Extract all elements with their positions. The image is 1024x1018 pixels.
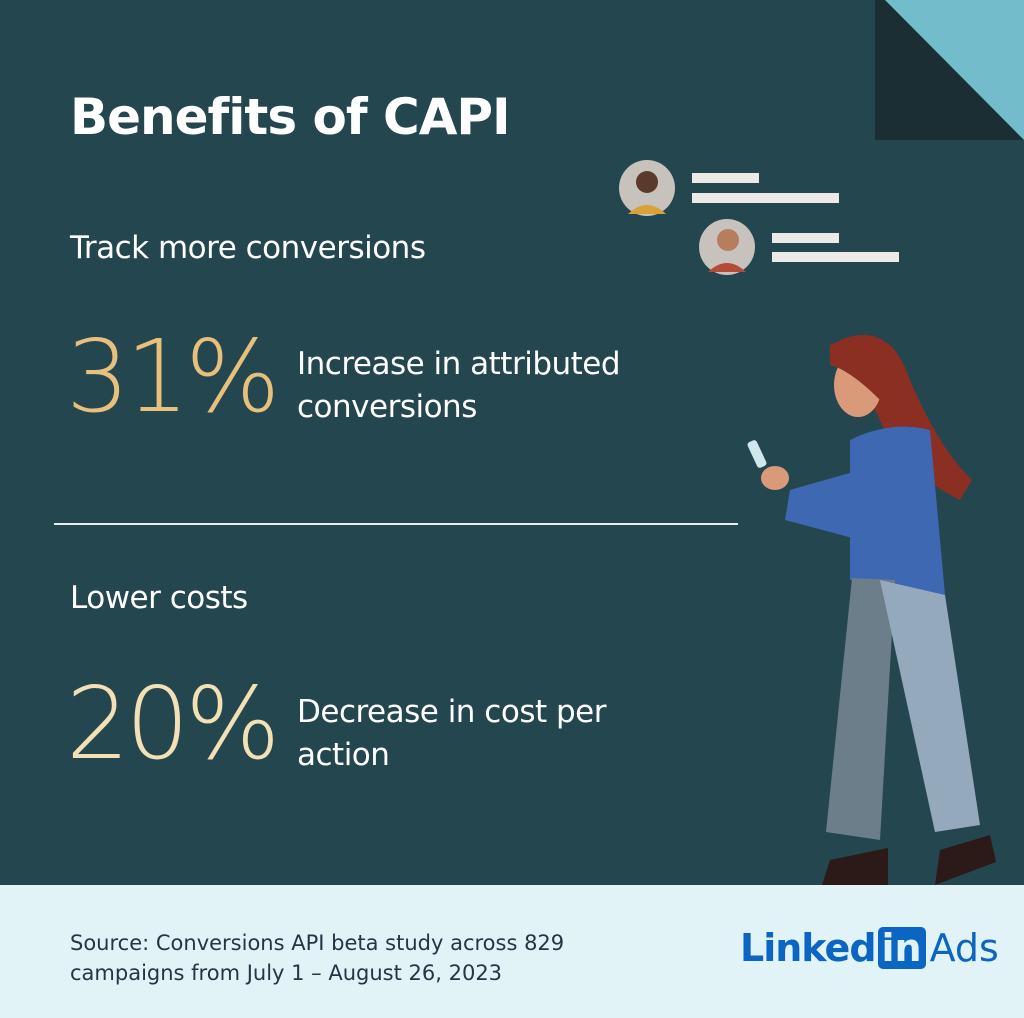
stat: 31% — [66, 318, 280, 435]
decoration — [619, 0, 1024, 885]
source-note: Source: Conversions API beta study acros… — [70, 931, 565, 985]
logo-mark: in — [877, 927, 926, 969]
stat-description: Decrease in cost per action — [297, 694, 606, 773]
logo-text: Linked — [740, 926, 877, 970]
footer — [0, 885, 1024, 1018]
logo-product: Ads — [929, 926, 999, 970]
title: Benefits of CAPI — [70, 88, 511, 146]
section-heading: Track more conversions — [70, 230, 426, 266]
stat: 20% — [66, 665, 280, 782]
divider — [54, 523, 738, 525]
section-heading: Lower costs — [70, 580, 248, 616]
logo: Linked in Ads — [740, 926, 999, 970]
stat-description: Increase in attributed conversions — [297, 346, 621, 425]
